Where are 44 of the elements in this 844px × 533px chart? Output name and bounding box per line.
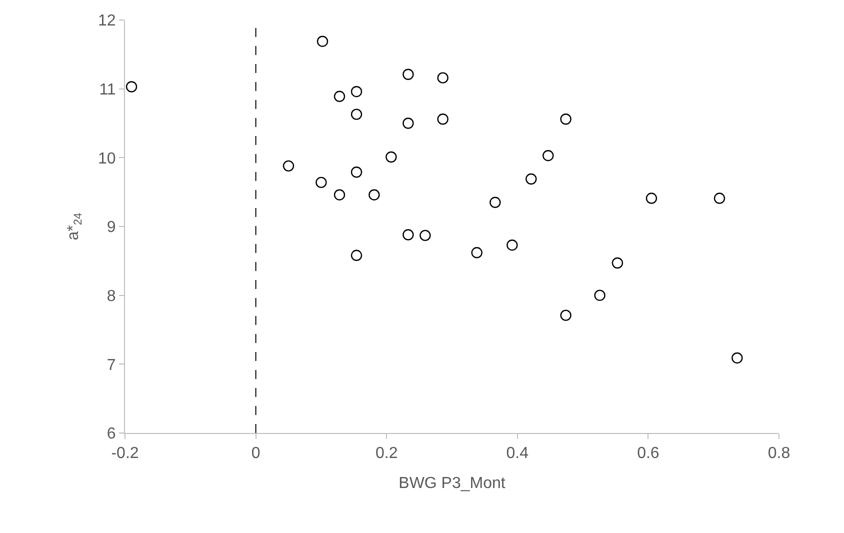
- point: [350, 250, 362, 262]
- x-tick-label: 0.4: [506, 445, 529, 462]
- point: [350, 166, 362, 178]
- y-tick-label: 12: [98, 12, 116, 30]
- point: [334, 90, 346, 102]
- point: [490, 196, 501, 208]
- y-tick-label: 8: [106, 288, 116, 305]
- point: [126, 81, 138, 92]
- x-tick-label: 0: [251, 445, 260, 462]
- point: [350, 86, 362, 98]
- y-tick-label: 6: [106, 426, 116, 443]
- x-tick-label: -0.2: [111, 445, 139, 462]
- point: [437, 72, 448, 84]
- point: [402, 229, 414, 240]
- y-tick-label: 11: [99, 81, 116, 98]
- point: [560, 310, 572, 321]
- point: [282, 160, 294, 172]
- point: [437, 114, 448, 125]
- point: [316, 176, 327, 188]
- point: [714, 192, 726, 204]
- point: [646, 192, 658, 204]
- point: [350, 108, 362, 120]
- point: [612, 257, 624, 269]
- point: [334, 189, 346, 200]
- point: [732, 352, 743, 364]
- point: [471, 247, 482, 258]
- x-axis-title: BWG P3_Mont: [398, 474, 506, 492]
- y-tick-label: 10: [98, 150, 116, 168]
- point: [368, 189, 380, 200]
- point: [386, 151, 397, 163]
- point: [402, 118, 414, 129]
- x-tick-label: 0.8: [768, 445, 790, 462]
- point: [542, 150, 554, 162]
- point: [506, 239, 518, 251]
- y-tick-label: 9: [106, 219, 116, 236]
- point: [594, 290, 606, 301]
- point: [316, 36, 328, 47]
- point: [420, 230, 431, 242]
- point: [402, 68, 414, 80]
- y-tick-label: 7: [106, 356, 116, 374]
- x-tick-label: 0.2: [375, 445, 398, 462]
- point: [560, 114, 572, 125]
- point: [526, 173, 537, 185]
- x-tick-label: 0.6: [637, 445, 660, 462]
